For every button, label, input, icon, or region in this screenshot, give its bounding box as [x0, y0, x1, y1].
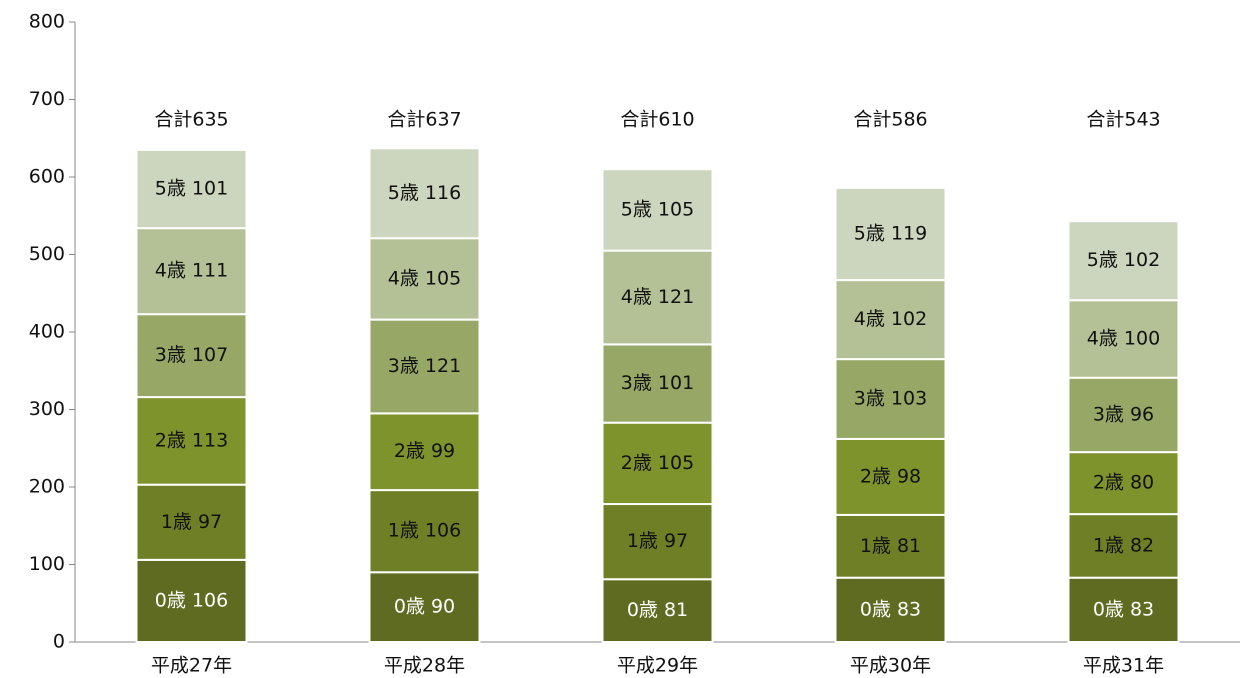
bar-segment	[1067, 451, 1180, 516]
data-label: 0歳 81	[627, 599, 688, 621]
total-label: 合計635	[154, 109, 228, 131]
data-label: 4歳 121	[621, 286, 694, 308]
bar-segment	[1067, 299, 1180, 379]
data-label: 1歳 97	[627, 530, 688, 552]
bar-segment	[834, 358, 947, 440]
data-label: 5歳 101	[155, 178, 228, 200]
x-tick-label: 平成30年	[850, 655, 931, 677]
x-tick-label: 平成31年	[1083, 655, 1164, 677]
bar-segment	[1067, 576, 1180, 643]
bar-segment	[368, 147, 481, 240]
data-label: 1歳 106	[388, 520, 461, 542]
y-tick-label: 700	[29, 88, 65, 110]
data-label: 2歳 113	[155, 429, 228, 451]
data-label: 2歳 98	[860, 465, 921, 487]
data-label: 4歳 102	[854, 308, 927, 330]
bar-segment	[135, 227, 248, 316]
bar-segment	[135, 483, 248, 561]
y-tick-label: 600	[29, 166, 65, 188]
y-tick-label: 500	[29, 243, 65, 265]
data-label: 2歳 99	[394, 440, 455, 462]
y-tick-label: 100	[29, 553, 65, 575]
y-tick-label: 0	[53, 631, 65, 653]
data-label: 1歳 97	[161, 511, 222, 533]
data-label: 5歳 119	[854, 222, 927, 244]
bar-segment	[601, 578, 714, 643]
bar-segment	[368, 318, 481, 415]
bar-segment	[368, 237, 481, 321]
bar-segment	[834, 279, 947, 361]
data-label: 5歳 102	[1087, 249, 1160, 271]
bar-segment	[135, 148, 248, 230]
data-label: 5歳 105	[621, 198, 694, 220]
data-label: 3歳 96	[1093, 403, 1154, 425]
bar-segment	[834, 576, 947, 643]
y-tick-label: 200	[29, 476, 65, 498]
bar-segment	[834, 186, 947, 282]
data-label: 0歳 90	[394, 596, 455, 618]
data-label: 2歳 105	[621, 452, 694, 474]
total-label: 合計543	[1086, 109, 1160, 131]
bar-segment	[1067, 220, 1180, 302]
data-label: 0歳 106	[155, 589, 228, 611]
x-tick-label: 平成28年	[384, 655, 465, 677]
bar-segment	[601, 343, 714, 424]
data-label: 3歳 107	[155, 344, 228, 366]
y-tick-label: 800	[29, 11, 65, 33]
data-label: 4歳 105	[388, 267, 461, 289]
data-label: 1歳 82	[1093, 534, 1154, 556]
data-label: 3歳 121	[388, 355, 461, 377]
total-label: 合計637	[387, 109, 461, 131]
bar-segment	[135, 313, 248, 399]
bar-segment	[1067, 376, 1180, 454]
data-label: 1歳 81	[860, 535, 921, 557]
y-tick-label: 400	[29, 321, 65, 343]
total-label: 合計586	[853, 109, 927, 131]
data-label: 3歳 101	[621, 372, 694, 394]
x-tick-label: 平成29年	[617, 655, 698, 677]
x-tick-label: 平成27年	[151, 655, 232, 677]
bar-segment	[601, 421, 714, 506]
bar-segment	[601, 168, 714, 252]
data-label: 2歳 80	[1093, 472, 1154, 494]
y-tick-label: 300	[29, 398, 65, 420]
total-label: 合計610	[620, 109, 694, 131]
data-label: 5歳 116	[388, 182, 461, 204]
data-label: 0歳 83	[1093, 598, 1154, 620]
data-label: 4歳 100	[1087, 327, 1160, 349]
data-label: 4歳 111	[155, 260, 228, 282]
bar-segment	[834, 513, 947, 579]
bar-segment	[135, 396, 248, 486]
bar-segment	[135, 558, 248, 643]
data-label: 0歳 83	[860, 598, 921, 620]
data-label: 3歳 103	[854, 388, 927, 410]
